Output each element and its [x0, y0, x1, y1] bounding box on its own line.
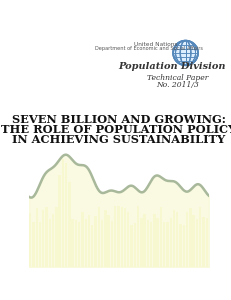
Text: United Nations: United Nations	[133, 42, 176, 47]
Bar	[71, 219, 73, 267]
Bar	[120, 207, 122, 267]
Text: Department of Economic and Social Affairs: Department of Economic and Social Affair…	[95, 46, 202, 51]
Bar	[42, 210, 44, 267]
Bar	[198, 207, 201, 267]
Bar	[136, 206, 139, 267]
Bar	[201, 217, 204, 267]
Bar	[94, 216, 96, 267]
Bar	[205, 218, 207, 267]
Bar	[110, 221, 112, 267]
Bar	[81, 212, 83, 267]
Bar	[100, 220, 103, 267]
Bar	[185, 212, 188, 267]
Bar	[192, 215, 194, 267]
Bar	[133, 223, 135, 267]
Text: THE ROLE OF POPULATION POLICY: THE ROLE OF POPULATION POLICY	[1, 124, 231, 135]
Text: IN ACHIEVING SUSTAINABILITY: IN ACHIEVING SUSTAINABILITY	[12, 134, 225, 145]
Bar	[74, 220, 77, 267]
Text: Population Division: Population Division	[118, 62, 225, 71]
Bar	[55, 207, 57, 267]
Bar	[107, 215, 109, 267]
Text: No. 2011/3: No. 2011/3	[156, 80, 198, 88]
Bar	[78, 222, 80, 267]
Text: SEVEN BILLION AND GROWING:: SEVEN BILLION AND GROWING:	[12, 114, 225, 125]
Bar	[61, 159, 64, 267]
Bar	[166, 222, 168, 267]
Bar	[58, 175, 61, 267]
Bar	[127, 212, 129, 267]
Bar	[32, 222, 34, 267]
Bar	[195, 219, 197, 267]
Bar	[104, 210, 106, 267]
Circle shape	[172, 40, 197, 65]
Bar	[35, 208, 38, 267]
Bar	[182, 225, 184, 267]
Bar	[175, 212, 178, 267]
Bar	[97, 207, 100, 267]
Bar	[172, 210, 174, 267]
Bar	[159, 207, 161, 267]
Bar	[49, 219, 51, 267]
Bar	[179, 224, 181, 267]
Bar	[143, 214, 145, 267]
Bar	[169, 218, 171, 267]
Bar	[88, 215, 90, 267]
Bar	[152, 214, 155, 267]
Bar	[84, 219, 87, 267]
Bar	[113, 206, 116, 267]
Bar	[117, 206, 119, 267]
Text: Technical Paper: Technical Paper	[146, 74, 208, 82]
Bar	[140, 218, 142, 267]
Bar	[39, 222, 41, 267]
Bar	[123, 208, 126, 267]
Bar	[45, 207, 48, 267]
Bar	[52, 214, 54, 267]
Bar	[188, 208, 191, 267]
Bar	[130, 225, 132, 267]
Bar	[91, 225, 93, 267]
Bar	[65, 163, 67, 267]
Bar	[149, 222, 152, 267]
Bar	[162, 222, 165, 267]
Bar	[68, 182, 70, 267]
Bar	[156, 218, 158, 267]
Bar	[29, 213, 31, 267]
Bar	[146, 220, 148, 267]
